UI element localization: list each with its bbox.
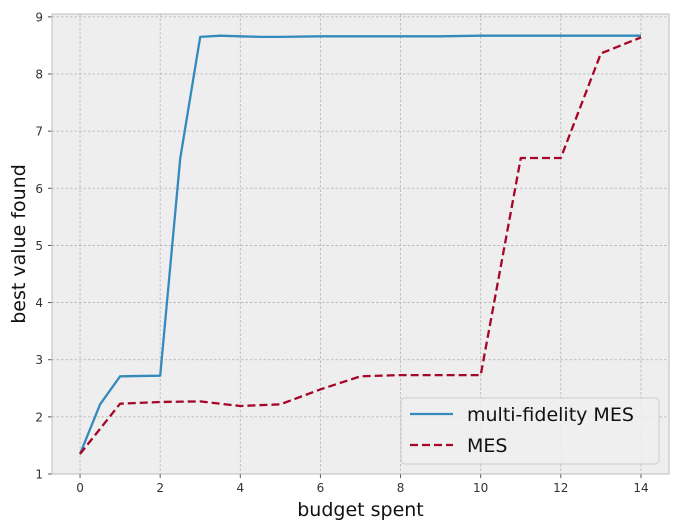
legend-label-multi-fidelity-mes: multi-fidelity MES [467, 404, 634, 426]
plot-area [52, 14, 669, 474]
y-axis-label: best value found [8, 164, 30, 324]
y-tick-label: 9 [35, 10, 43, 24]
x-tick-label: 12 [553, 481, 568, 495]
x-tick-label: 14 [633, 481, 648, 495]
legend-box [400, 397, 660, 465]
y-tick-label: 4 [35, 296, 43, 310]
series-line-0 [78, 34, 641, 455]
y-tick-label: 1 [35, 468, 43, 482]
x-axis-label: budget spent [297, 499, 424, 521]
tick-marks [48, 16, 642, 478]
y-tick-label: 6 [35, 182, 43, 196]
y-tick-label: 5 [35, 239, 43, 253]
legend-label-mes: MES [467, 435, 507, 457]
y-tick-label: 2 [35, 410, 43, 424]
x-tick-label: 4 [236, 481, 244, 495]
y-tick-label: 8 [35, 68, 43, 82]
x-tick-label: 0 [76, 481, 84, 495]
x-tick-label: 2 [156, 481, 164, 495]
y-tick-label: 3 [35, 353, 43, 367]
y-tick-label: 7 [35, 125, 43, 139]
series-layer [78, 34, 642, 455]
y-tick-labels: 1 2 3 4 5 6 7 8 9 [35, 10, 43, 481]
x-tick-label: 8 [397, 481, 405, 495]
x-tick-label: 10 [473, 481, 488, 495]
x-tick-label: 6 [317, 481, 325, 495]
plot-frame [51, 13, 670, 475]
legend: multi-fidelity MES MES [400, 397, 660, 465]
series-line-1 [79, 36, 642, 455]
x-tick-labels: 0 2 4 6 8 10 12 14 [76, 481, 648, 495]
